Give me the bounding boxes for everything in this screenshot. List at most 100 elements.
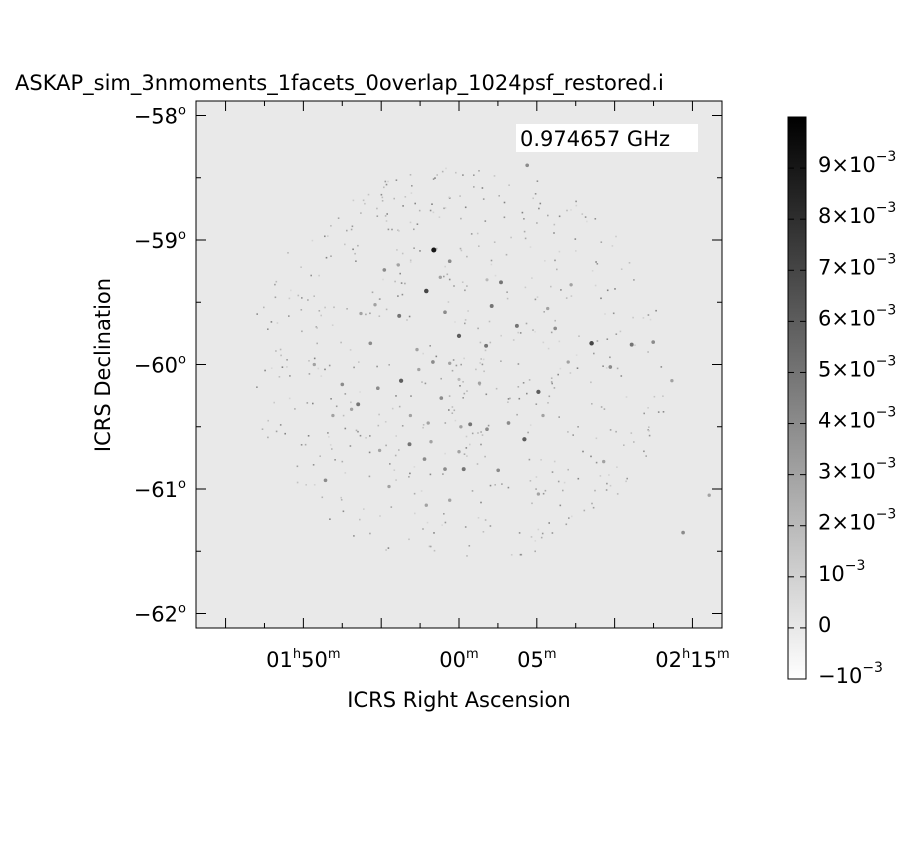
noise-speck <box>593 352 595 355</box>
ra-minute-mark: m <box>717 647 730 662</box>
noise-speck <box>296 465 299 468</box>
colorbar-exponent: −3 <box>876 353 897 369</box>
noise-speck <box>590 455 592 458</box>
noise-speck <box>447 301 450 303</box>
noise-speck <box>553 460 556 463</box>
noise-speck <box>609 429 612 431</box>
source-point <box>602 459 606 464</box>
noise-speck <box>476 463 479 465</box>
noise-speck <box>385 444 387 447</box>
noise-speck <box>446 273 449 276</box>
noise-speck <box>653 395 656 398</box>
source-point <box>340 382 345 387</box>
noise-speck <box>418 209 421 212</box>
noise-speck <box>570 209 572 211</box>
degree-mark: o <box>178 104 186 119</box>
noise-speck <box>369 532 371 535</box>
noise-speck <box>409 174 412 176</box>
noise-speck <box>380 193 383 196</box>
source-point <box>373 303 377 307</box>
noise-speck <box>501 483 503 485</box>
source-point <box>468 422 473 427</box>
source-point <box>415 347 419 352</box>
noise-speck <box>434 177 436 179</box>
noise-speck <box>662 395 664 397</box>
noise-speck <box>464 526 467 528</box>
noise-speck <box>294 408 296 410</box>
noise-speck <box>485 393 488 396</box>
noise-speck <box>612 312 615 315</box>
noise-speck <box>387 180 389 183</box>
noise-speck <box>276 322 279 324</box>
noise-speck <box>541 532 544 535</box>
source-point <box>323 478 328 483</box>
noise-speck <box>305 484 307 486</box>
noise-speck <box>321 496 324 499</box>
source-point <box>477 381 482 385</box>
noise-speck <box>509 397 511 400</box>
noise-speck <box>602 365 604 367</box>
source-point <box>359 311 363 316</box>
ra-minutes: 15 <box>690 648 717 672</box>
noise-speck <box>344 427 347 430</box>
noise-speck <box>591 403 593 405</box>
noise-speck <box>319 455 321 457</box>
noise-speck <box>413 492 416 495</box>
colorbar-exponent: −3 <box>845 558 866 574</box>
y-tick-label: −60o <box>134 353 186 378</box>
colorbar-labels: 9×10−38×10−37×10−36×10−35×10−34×10−33×10… <box>818 149 896 688</box>
noise-speck <box>359 391 361 393</box>
colorbar-mantissa: 7×10 <box>818 255 876 279</box>
source-point <box>448 498 452 502</box>
noise-speck <box>329 518 331 520</box>
source-point <box>522 437 527 442</box>
noise-speck <box>554 259 556 262</box>
noise-speck <box>279 424 282 426</box>
noise-speck <box>453 409 456 412</box>
noise-speck <box>352 248 354 251</box>
noise-speck <box>577 426 579 428</box>
noise-speck <box>524 286 527 289</box>
noise-speck <box>553 387 556 389</box>
noise-speck <box>378 413 380 416</box>
noise-speck <box>340 499 343 501</box>
source-point <box>448 361 452 365</box>
noise-speck <box>482 531 485 533</box>
source-point <box>569 283 573 287</box>
noise-speck <box>503 201 506 204</box>
noise-speck <box>655 309 657 312</box>
noise-speck <box>471 490 474 492</box>
noise-speck <box>284 432 286 435</box>
noise-speck <box>535 476 538 478</box>
noise-speck <box>448 278 451 281</box>
noise-speck <box>330 255 332 257</box>
noise-speck <box>575 250 577 252</box>
colorbar-exponent: −3 <box>876 149 897 165</box>
noise-speck <box>368 451 371 454</box>
noise-speck <box>360 212 362 214</box>
noise-speck <box>448 196 450 199</box>
y-tick-value: −62 <box>134 603 178 627</box>
noise-speck <box>606 289 609 292</box>
noise-speck <box>484 455 486 458</box>
noise-speck <box>367 193 370 196</box>
noise-speck <box>464 319 467 321</box>
noise-speck <box>396 249 398 251</box>
noise-speck <box>469 443 471 446</box>
noise-speck <box>385 220 388 222</box>
noise-speck <box>377 424 380 427</box>
noise-speck <box>623 444 625 446</box>
noise-speck <box>313 484 316 486</box>
noise-speck <box>556 268 558 271</box>
noise-speck <box>547 402 549 404</box>
noise-speck <box>312 464 315 466</box>
colorbar-mantissa: 6×10 <box>818 306 876 330</box>
noise-speck <box>570 295 573 297</box>
colorbar-label: 5×10−3 <box>818 353 896 381</box>
colorbar-mantissa: 5×10 <box>818 357 876 381</box>
noise-speck <box>537 528 540 531</box>
source-point <box>514 323 519 328</box>
noise-speck <box>444 265 446 268</box>
colorbar-mantissa: 2×10 <box>818 511 876 535</box>
noise-speck <box>594 284 597 287</box>
